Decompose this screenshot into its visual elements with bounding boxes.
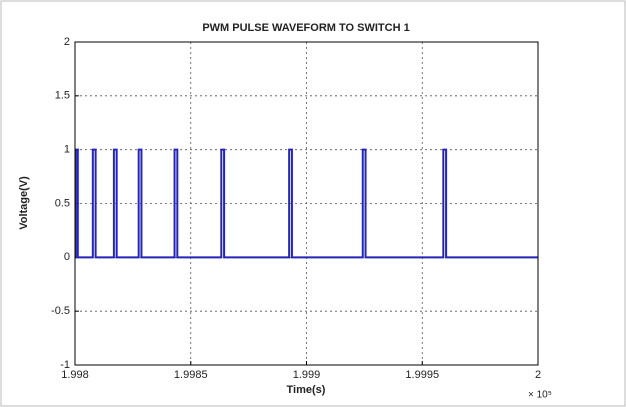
x-tick-label: 1.9985 xyxy=(174,369,208,381)
x-tick-label: 1.9995 xyxy=(405,369,439,381)
x-tick-label: 2 xyxy=(535,369,541,381)
x-tick-label: 1.998 xyxy=(61,369,89,381)
x-scale-label: × 10⁵ xyxy=(528,390,552,401)
x-axis-label: Time(s) xyxy=(287,384,326,396)
y-tick-label: 1.5 xyxy=(55,90,70,102)
y-axis-label: Voltage(V) xyxy=(18,176,30,230)
chart-title: PWM PULSE WAVEFORM TO SWITCH 1 xyxy=(202,22,409,34)
y-tick-label: 0.5 xyxy=(55,197,70,209)
axes-box xyxy=(74,41,539,366)
line-series xyxy=(74,148,538,259)
y-tick-label: -1 xyxy=(60,359,70,371)
x-tick-label: 1.999 xyxy=(293,369,321,381)
y-tick-label: -0.5 xyxy=(51,305,70,317)
y-tick-label: 0 xyxy=(64,251,70,263)
y-tick-label: 2 xyxy=(64,36,70,48)
y-tick-label: 1 xyxy=(64,144,70,156)
